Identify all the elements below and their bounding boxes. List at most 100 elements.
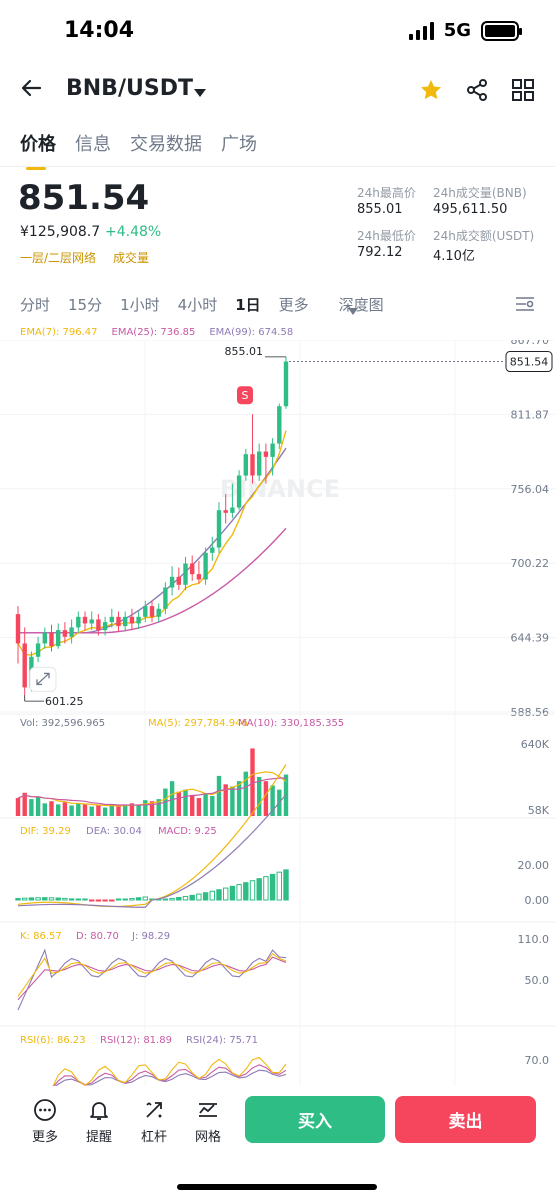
volume-bar: [62, 802, 68, 816]
back-arrow-icon[interactable]: [20, 76, 44, 104]
candle-body: [42, 632, 47, 644]
candle-body: [89, 619, 94, 624]
interval-timeline[interactable]: 分时: [20, 296, 51, 314]
sell-marker: S: [242, 389, 249, 402]
volume-bar: [129, 803, 135, 816]
macd-histogram-bar: [196, 893, 202, 901]
volume-bar: [270, 785, 275, 816]
price-axis-label: 644.39: [511, 632, 550, 645]
volume-tag-link[interactable]: 成交量: [113, 251, 150, 265]
tabs-divider: [0, 166, 555, 167]
tab-info[interactable]: 信息: [75, 134, 111, 155]
buy-button-label: 买入: [298, 1112, 332, 1132]
candle-body: [283, 361, 289, 407]
volume-bar: [69, 805, 74, 816]
tab-price[interactable]: 价格: [20, 130, 56, 170]
favorite-star-icon[interactable]: [419, 78, 443, 106]
grid-trading-icon: [199, 1103, 217, 1117]
candle-body: [35, 643, 41, 657]
candle-body: [216, 510, 222, 548]
layout-grid-icon[interactable]: [511, 78, 535, 106]
candle-body: [116, 616, 121, 627]
volume-bar: [96, 805, 101, 816]
leverage-button[interactable]: 杠杆: [134, 1098, 174, 1145]
macd-histogram-bar: [28, 897, 35, 901]
chart-settings-icon[interactable]: [514, 294, 536, 318]
buy-button[interactable]: 买入: [245, 1096, 385, 1143]
grid-trading-button[interactable]: 网格: [188, 1098, 228, 1145]
candle-body: [123, 616, 128, 627]
more-caret-icon[interactable]: [348, 300, 358, 319]
pair-dropdown-icon[interactable]: [193, 83, 207, 102]
alert-button-label: 提醒: [85, 1130, 112, 1145]
macd-histogram-bar: [223, 887, 229, 901]
interval-4h[interactable]: 4小时: [177, 296, 218, 314]
low-marker-label: 601.25: [45, 695, 84, 708]
macd-histogram-bar: [102, 899, 108, 902]
volume-bar: [136, 805, 141, 816]
macd-histogram-bar: [82, 898, 88, 901]
interval-1d[interactable]: 1日: [235, 296, 261, 314]
candle-body: [223, 510, 228, 513]
high-marker-label: 855.01: [225, 345, 264, 358]
rsi-axis-label: 70.0: [525, 1054, 550, 1067]
candle-body: [156, 608, 161, 617]
layer-tag-link[interactable]: 一层/二层网络: [20, 251, 97, 265]
volume-bar: [169, 781, 175, 816]
high-label: 24h最高价: [357, 186, 416, 200]
candle-body: [96, 619, 101, 631]
volume-bar: [243, 771, 248, 816]
macd-histogram-bar: [216, 889, 222, 901]
share-icon[interactable]: [465, 78, 489, 106]
volume-bar: [223, 784, 228, 816]
volume-bar: [176, 791, 181, 816]
candle-body: [250, 454, 255, 476]
more-button[interactable]: 更多: [25, 1098, 65, 1145]
pair-title[interactable]: BNB/USDT: [66, 76, 193, 101]
ema99-label: EMA(99): 674.58: [209, 327, 294, 338]
tab-trade-data[interactable]: 交易数据: [130, 134, 202, 155]
macd-histogram-bar: [55, 897, 61, 901]
price-axis-label: 811.87: [511, 408, 550, 421]
volume-bar: [15, 798, 21, 816]
ema25-line: [18, 527, 287, 634]
volume-bar: [263, 781, 269, 816]
candle-body: [210, 547, 215, 553]
interval-15m[interactable]: 15分: [68, 296, 103, 314]
candle-body: [76, 616, 81, 628]
tab-square[interactable]: 广场: [221, 134, 257, 155]
cny-price: ¥125,908.7: [20, 224, 101, 240]
volume-bar: [143, 800, 148, 816]
ema7-label: EMA(7): 796.47: [20, 327, 98, 338]
macd-histogram-bar: [202, 892, 209, 901]
macd-histogram-bar: [95, 899, 102, 902]
vol-legend: Vol: 392,596.965: [20, 718, 105, 729]
dif-legend: DIF: 39.29: [20, 826, 71, 837]
macd-histogram-bar: [15, 898, 21, 901]
volume-bar: [116, 806, 121, 816]
macd-histogram-bar: [243, 882, 249, 901]
rsi24-line: [54, 1069, 287, 1086]
rsi6-line: [52, 1056, 287, 1086]
volume-axis-label: 640K: [521, 738, 550, 751]
kdj-axis-label: 50.0: [525, 974, 550, 987]
depth-chart-tab[interactable]: 深度图: [338, 296, 384, 314]
macd-histogram-bar: [129, 898, 135, 901]
interval-more[interactable]: 更多: [278, 296, 309, 314]
signal-icon: [408, 21, 434, 40]
kline-chart[interactable]: 867.70811.87756.04700.22644.39588.56BINA…: [0, 340, 555, 1086]
vol-bnb-value: 495,611.50: [433, 202, 508, 217]
candle-body: [143, 606, 148, 617]
sell-button[interactable]: 卖出: [395, 1096, 536, 1143]
candle-body: [22, 643, 27, 688]
main-tabs: 价格 信息 交易数据 广场: [20, 130, 257, 170]
ema-legend: EMA(7): 796.47 EMA(25): 736.85 EMA(99): …: [20, 327, 293, 338]
ma5-legend: MA(5): 297,784.946: [148, 718, 248, 729]
candle-body: [62, 630, 68, 637]
bell-icon: [90, 1102, 108, 1120]
rsi6-legend: RSI(6): 86.23: [20, 1035, 86, 1046]
interval-1h[interactable]: 1小时: [120, 296, 160, 314]
alert-button[interactable]: 提醒: [79, 1098, 119, 1145]
macd-histogram-bar: [122, 898, 128, 901]
last-price-tag: 851.54: [510, 356, 549, 369]
